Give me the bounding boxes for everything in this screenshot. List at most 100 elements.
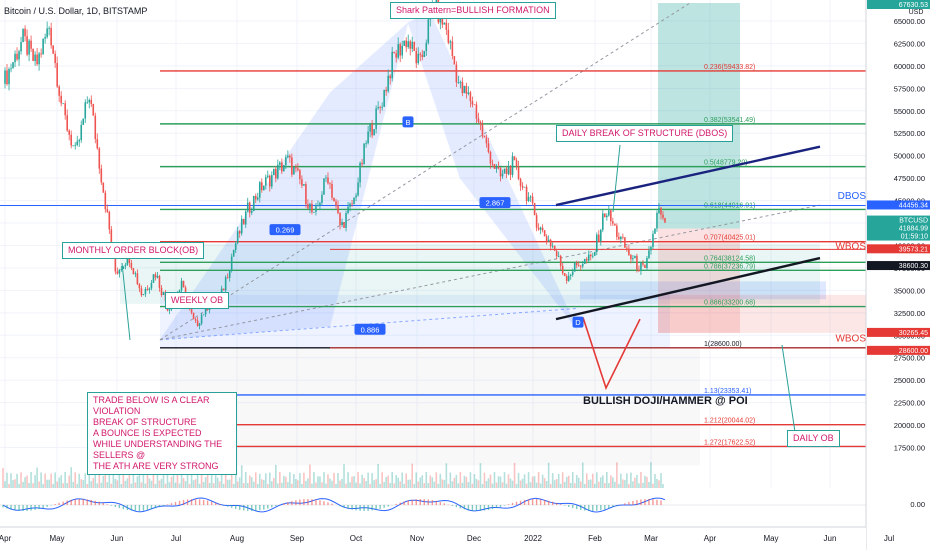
dbos-annotation[interactable]: DAILY BREAK OF STRUCTURE (DBOS) [556, 125, 734, 142]
monthly-ob-annotation[interactable]: MONTHLY ORDER BLOCK(OB) [62, 242, 205, 259]
osc-histogram [158, 505, 161, 508]
volume-bar [441, 479, 444, 488]
volume-bar [54, 472, 56, 488]
volume-bar [606, 472, 608, 488]
candle-body [591, 255, 594, 257]
candle-body [116, 271, 119, 274]
candle-body [198, 323, 201, 326]
weekly-ob-annotation[interactable]: WEEKLY OB [165, 292, 230, 309]
volume-bar [124, 480, 127, 488]
volume-bar [397, 477, 399, 488]
volume-bar [222, 483, 225, 488]
osc-histogram [487, 505, 490, 511]
y-tick-65000: 65000.00 [894, 17, 925, 26]
volume-bar [357, 472, 359, 488]
candle-body [301, 179, 303, 186]
osc-histogram [559, 504, 562, 505]
shark-xd-line [159, 307, 579, 341]
volume-bar [22, 481, 24, 488]
candle-body [335, 201, 337, 206]
trend-dashed-2 [159, 204, 821, 341]
candle-body [329, 183, 331, 185]
candle-body [38, 53, 40, 65]
volume-bar [112, 474, 115, 488]
volume-bar [319, 476, 321, 488]
osc-histogram [355, 505, 357, 511]
y-tick-60000: 60000.00 [894, 62, 925, 71]
volume-bar [553, 480, 556, 488]
volume-bar [40, 472, 42, 488]
volume-bar [375, 479, 377, 488]
volume-bar [30, 472, 32, 488]
candle-body [349, 203, 351, 207]
candle-body [355, 195, 357, 198]
candle-body [196, 320, 199, 326]
price-badge-bg [867, 231, 930, 241]
candle-body [642, 263, 644, 265]
candle-body [363, 143, 365, 165]
candle-body [571, 271, 574, 275]
volume-bar [341, 478, 343, 488]
volume-bar [505, 483, 508, 488]
osc-histogram [299, 499, 301, 505]
candle-body [142, 294, 145, 296]
candle-body [333, 197, 335, 202]
x-tick-Mar: Mar [644, 534, 658, 543]
trade-below-annotation[interactable]: TRADE BELOW IS A CLEAR VIOLATION BREAK O… [87, 392, 237, 475]
candle-body [102, 182, 105, 193]
osc-histogram [507, 504, 510, 505]
osc-histogram [283, 503, 285, 505]
osc-histogram [495, 505, 498, 509]
volume-bar [74, 472, 77, 488]
volume-bar [495, 482, 498, 488]
candle-body [539, 227, 542, 230]
volume-bar [433, 481, 436, 488]
x-tick-Jul: Jul [171, 534, 181, 543]
volume-bar [226, 479, 229, 488]
pattern-label-2: 2.867 [486, 199, 505, 208]
volume-bar [154, 483, 157, 488]
volume-bar [84, 473, 87, 488]
osc-histogram [636, 500, 638, 505]
candle-body [120, 268, 123, 270]
volume-bar [367, 472, 369, 488]
candle-body [497, 166, 500, 169]
candle-body [415, 50, 418, 64]
volume-bar [585, 473, 588, 488]
candle-body [533, 202, 536, 216]
osc-histogram [467, 505, 470, 511]
candle-body [341, 222, 343, 226]
osc-histogram [431, 500, 433, 505]
osc-histogram [126, 505, 129, 511]
volume-bar [589, 479, 592, 488]
volume-bar [46, 479, 48, 488]
osc-histogram [503, 505, 506, 506]
candle-body [339, 213, 341, 226]
osc-histogram [399, 502, 401, 505]
volume-bar [72, 481, 75, 488]
osc-histogram [415, 499, 417, 505]
daily-ob-annotation[interactable]: DAILY OB [787, 430, 840, 447]
volume-bar [662, 483, 664, 488]
osc-histogram [98, 501, 100, 505]
osc-histogram [351, 505, 353, 510]
osc-histogram [271, 505, 273, 508]
candle-body [399, 44, 401, 56]
volume-bar [204, 477, 207, 488]
shark-leg-xab [158, 21, 409, 341]
shark-pattern-annotation[interactable]: Shark Pattern=BULLISH FORMATION [390, 2, 556, 19]
volume-bar [616, 462, 618, 488]
volume-bar [104, 466, 107, 488]
volume-bar [210, 472, 213, 488]
volume-bar [513, 462, 516, 488]
volume-bar [555, 479, 558, 488]
osc-histogram [239, 505, 241, 510]
volume-bar [593, 483, 596, 488]
candle-body [395, 53, 397, 58]
volume-bar [32, 483, 34, 488]
candle-body [467, 92, 470, 94]
candle-body [315, 205, 317, 212]
osc-histogram [367, 505, 369, 511]
osc-histogram [455, 505, 458, 508]
candle-body [485, 137, 488, 144]
